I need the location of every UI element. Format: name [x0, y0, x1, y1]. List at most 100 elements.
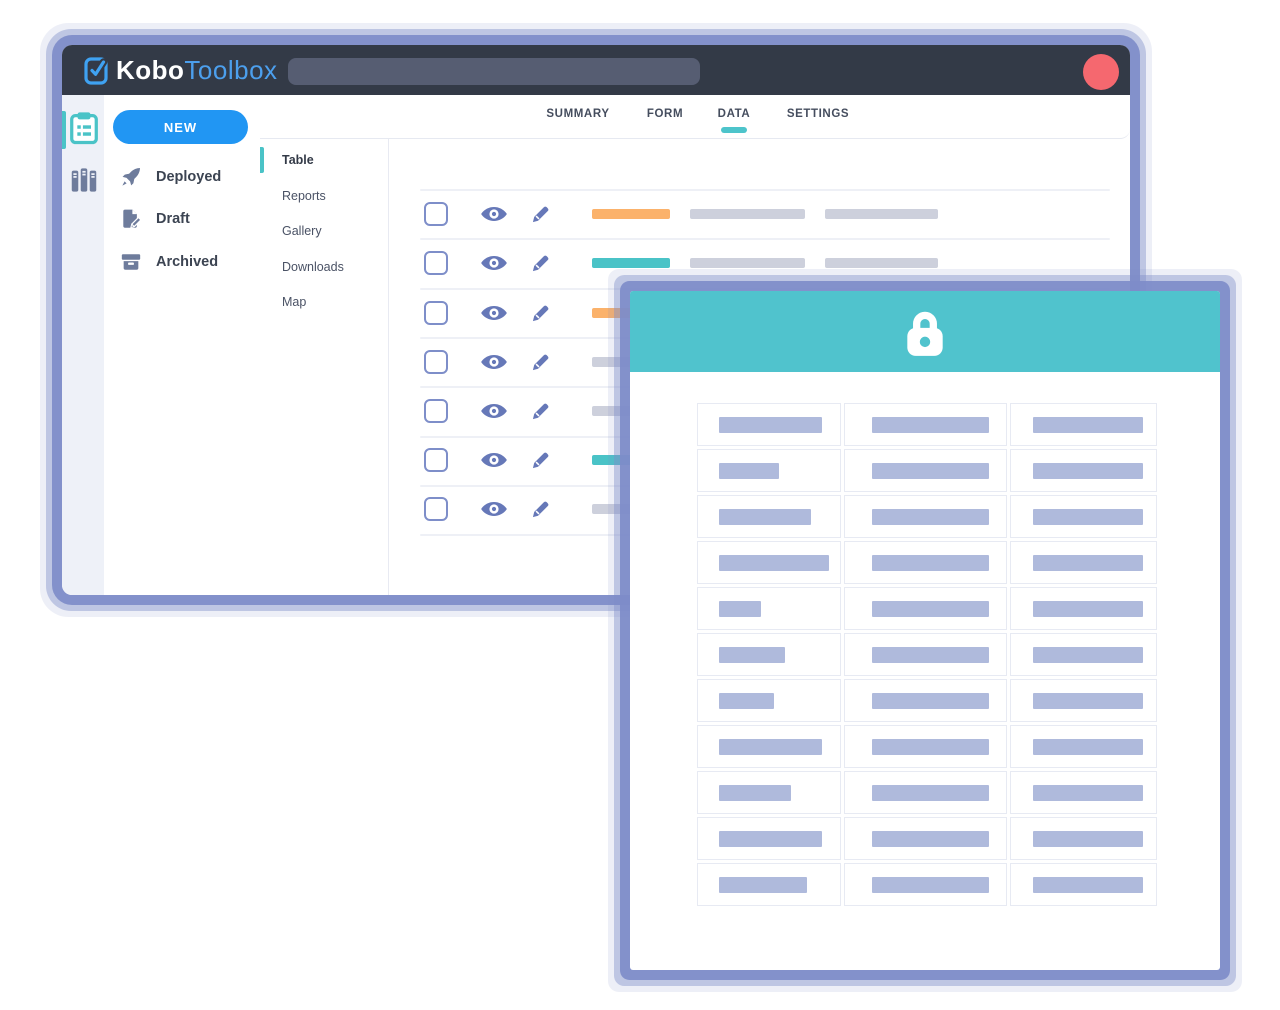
brand-toolbox: Toolbox — [184, 54, 278, 85]
pencil-icon[interactable] — [530, 498, 552, 520]
sidebar-item-label: Deployed — [156, 169, 222, 185]
locked-table-cell — [697, 725, 841, 768]
draft-document-icon — [120, 208, 142, 230]
cell-placeholder-bar — [719, 647, 785, 663]
locked-table-cell — [697, 495, 841, 538]
row-checkbox[interactable] — [424, 497, 448, 521]
eye-icon[interactable] — [481, 206, 507, 221]
cell-placeholder-bar — [1033, 693, 1143, 709]
subnav-item-label: Downloads — [282, 260, 344, 274]
cell-placeholder-bar — [1033, 417, 1143, 433]
cell-placeholder-bar — [872, 831, 989, 847]
eye-icon[interactable] — [481, 305, 507, 320]
tab-summary[interactable]: SUMMARY — [546, 108, 610, 120]
cell-placeholder-bar — [1033, 509, 1143, 525]
cell-placeholder-bar — [872, 509, 989, 525]
eye-icon[interactable] — [481, 354, 507, 369]
tab-data[interactable]: DATA — [717, 108, 751, 120]
sidebar-item-deployed[interactable]: Deployed — [120, 165, 221, 189]
subnav-item-map[interactable]: Map — [260, 289, 388, 315]
row-checkbox[interactable] — [424, 448, 448, 472]
cell-placeholder-bar — [872, 785, 989, 801]
cell-placeholder-bar — [719, 555, 829, 571]
kobotoolbox-logo[interactable]: Kobo Toolbox — [84, 53, 278, 87]
sidebar-item-draft[interactable]: Draft — [120, 207, 190, 231]
cell-placeholder-bar — [1033, 601, 1143, 617]
clipboard-check-icon — [84, 57, 108, 85]
cell-placeholder-bar — [719, 601, 761, 617]
locked-table-cell — [697, 679, 841, 722]
user-avatar[interactable] — [1083, 54, 1119, 90]
cell-placeholder-bar — [872, 693, 989, 709]
eye-icon[interactable] — [481, 453, 507, 467]
pencil-icon[interactable] — [530, 203, 552, 225]
cell-placeholder-bar — [1033, 555, 1143, 571]
locked-table-cell — [1010, 541, 1157, 584]
rail-projects-button[interactable] — [69, 111, 99, 145]
locked-table-cell — [844, 449, 1007, 492]
locked-table-cell — [844, 633, 1007, 676]
pencil-icon[interactable] — [530, 302, 552, 324]
locked-table-cell — [1010, 633, 1157, 676]
locked-table-cell — [697, 587, 841, 630]
archive-box-icon — [120, 251, 142, 273]
eye-icon[interactable] — [481, 403, 507, 418]
cell-placeholder-bar — [1033, 785, 1143, 801]
locked-table-cell — [844, 771, 1007, 814]
cell-placeholder-bar — [872, 555, 989, 571]
subnav-item-label: Table — [282, 153, 314, 167]
pencil-icon[interactable] — [530, 351, 552, 373]
library-books-icon — [71, 168, 97, 192]
new-button[interactable]: NEW — [113, 110, 248, 144]
search-input[interactable] — [288, 58, 700, 85]
active-tab-indicator — [721, 127, 747, 133]
tab-settings[interactable]: SETTINGS — [786, 108, 850, 120]
sidebar-item-archived[interactable]: Archived — [120, 250, 218, 274]
rail-library-button[interactable] — [69, 163, 99, 197]
sidebar-item-label: Archived — [156, 254, 219, 270]
row-checkbox[interactable] — [424, 300, 448, 325]
cell-placeholder-bar — [719, 877, 807, 893]
row-checkbox[interactable] — [424, 398, 448, 423]
locked-table-cell — [844, 725, 1007, 768]
row-checkbox[interactable] — [424, 349, 448, 374]
row-checkbox[interactable] — [424, 201, 448, 226]
row-separator — [420, 188, 1110, 191]
locked-table-cell — [1010, 863, 1157, 906]
record-placeholder-bar — [690, 258, 805, 268]
cell-placeholder-bar — [719, 417, 822, 433]
locked-table-cell — [697, 403, 841, 446]
locked-table-cell — [844, 679, 1007, 722]
lock-icon — [907, 311, 943, 356]
pencil-icon[interactable] — [530, 400, 552, 422]
locked-table-cell — [844, 403, 1007, 446]
subnav-item-downloads[interactable]: Downloads — [260, 254, 388, 280]
tab-form[interactable]: FORM — [646, 108, 684, 120]
sidebar-item-label: Draft — [156, 211, 190, 227]
modal-header — [630, 291, 1220, 372]
subnav-item-label: Map — [282, 295, 307, 309]
pencil-icon[interactable] — [530, 252, 552, 274]
subnav-item-table[interactable]: Table — [260, 147, 388, 173]
cell-placeholder-bar — [1033, 831, 1143, 847]
eye-icon[interactable] — [481, 256, 507, 270]
cell-placeholder-bar — [719, 785, 791, 801]
pencil-icon[interactable] — [530, 449, 552, 471]
record-tag-bar — [592, 208, 670, 219]
locked-table-cell — [844, 863, 1007, 906]
record-placeholder-bar — [825, 258, 938, 268]
cell-placeholder-bar — [719, 509, 811, 525]
table-row — [389, 201, 1130, 226]
active-subnav-indicator — [260, 147, 264, 173]
locked-table-cell — [1010, 725, 1157, 768]
lock-modal — [630, 291, 1220, 970]
record-placeholder-bar — [690, 208, 805, 219]
row-checkbox[interactable] — [424, 251, 448, 275]
eye-icon[interactable] — [481, 502, 507, 516]
cell-placeholder-bar — [872, 739, 989, 755]
locked-table-cell — [697, 449, 841, 492]
subnav-item-gallery[interactable]: Gallery — [260, 218, 388, 244]
locked-table-cell — [844, 817, 1007, 860]
record-tag-bar — [592, 258, 670, 268]
subnav-item-reports[interactable]: Reports — [260, 183, 388, 209]
